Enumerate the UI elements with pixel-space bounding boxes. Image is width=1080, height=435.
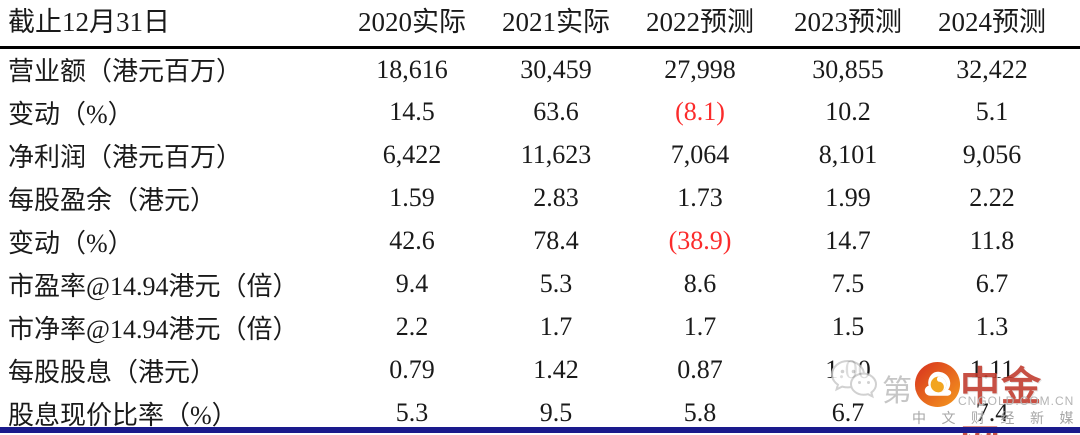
table-cell: 14.5 xyxy=(389,97,435,126)
table-cell: 1.7 xyxy=(683,312,717,341)
table-cell: 30,855 xyxy=(812,54,884,84)
header-2023-forecast: 2023预测 xyxy=(774,0,922,49)
table-cell: 5.1 xyxy=(975,97,1009,126)
table-cell: 11.8 xyxy=(969,226,1015,255)
header-row: 截止12月31日 2020实际 2021实际 2022预测 2023预测 202… xyxy=(0,0,1080,49)
table-cell: 6.7 xyxy=(831,398,865,427)
table-cell: 9,056 xyxy=(962,140,1022,169)
row-label: 营业额（港元百万） xyxy=(8,57,243,87)
row-label: 变动（%） xyxy=(8,99,134,129)
table-cell: 1.7 xyxy=(539,312,573,341)
table-cell: 1.59 xyxy=(389,183,435,212)
table-cell: 18,616 xyxy=(376,54,448,84)
bottom-divider-bar xyxy=(0,427,1080,433)
table-cell: 1.42 xyxy=(533,355,579,384)
table-cell: 7,064 xyxy=(670,140,730,169)
header-2024-forecast: 2024预测 xyxy=(922,0,1080,49)
table-cell: 1.00 xyxy=(825,355,871,384)
table-cell: 0.79 xyxy=(389,355,435,384)
table-row-dividend-per-share: 每股股息（港元） 0.79 1.42 0.87 1.00 1.11 xyxy=(0,349,1080,392)
row-label: 市净率@14.94港元（倍） xyxy=(8,314,299,344)
table-cell: 9.4 xyxy=(395,269,429,298)
table-cell: 2.22 xyxy=(969,183,1015,212)
table-cell: 6,422 xyxy=(382,140,442,169)
row-label: 市盈率@14.94港元（倍） xyxy=(8,271,299,301)
table-cell: 0.87 xyxy=(677,355,723,384)
table-cell: 5.3 xyxy=(395,398,429,427)
table-cell: 30,459 xyxy=(520,54,592,84)
header-2020-actual: 2020实际 xyxy=(338,0,486,49)
table-cell: 11,623 xyxy=(520,140,592,169)
table-cell: 2.2 xyxy=(395,312,429,341)
table-cell: 10.2 xyxy=(825,97,871,126)
table-row-pe-ratio: 市盈率@14.94港元（倍） 9.4 5.3 8.6 7.5 6.7 xyxy=(0,263,1080,306)
row-label: 每股盈余（港元） xyxy=(8,185,217,215)
table-cell: 1.73 xyxy=(677,183,723,212)
table-cell: 8.6 xyxy=(683,269,717,298)
table-cell: 1.99 xyxy=(825,183,871,212)
header-2021-actual: 2021实际 xyxy=(486,0,626,49)
row-label: 股息现价比率（%） xyxy=(8,400,238,430)
table-cell: 27,998 xyxy=(664,54,736,84)
table-header: 截止12月31日 2020实际 2021实际 2022预测 2023预测 202… xyxy=(0,0,1080,49)
header-2022-forecast: 2022预测 xyxy=(626,0,774,49)
table-cell: 9.5 xyxy=(539,398,573,427)
row-label: 净利润（港元百万） xyxy=(8,142,243,172)
table-cell: 42.6 xyxy=(389,226,435,255)
table-cell: 7.5 xyxy=(831,269,865,298)
table-cell: 14.7 xyxy=(825,226,871,255)
table-row-revenue: 营业额（港元百万） 18,616 30,459 27,998 30,855 32… xyxy=(0,48,1080,91)
table-row-eps: 每股盈余（港元） 1.59 2.83 1.73 1.99 2.22 xyxy=(0,177,1080,220)
table-cell: 63.6 xyxy=(533,97,579,126)
table-cell: 8,101 xyxy=(818,140,878,169)
table-cell: 6.7 xyxy=(975,269,1009,298)
table-cell: 1.3 xyxy=(975,312,1009,341)
table-cell: 1.5 xyxy=(831,312,865,341)
table-cell: 5.8 xyxy=(683,398,717,427)
table-cell: 5.3 xyxy=(539,269,573,298)
table-row-revenue-change: 变动（%） 14.5 63.6 (8.1) 10.2 5.1 xyxy=(0,91,1080,134)
table-row-dividend-yield: 股息现价比率（%） 5.3 9.5 5.8 6.7 7.4 xyxy=(0,392,1080,435)
table-row-eps-change: 变动（%） 42.6 78.4 (38.9) 14.7 11.8 xyxy=(0,220,1080,263)
table-cell-negative: (8.1) xyxy=(675,97,725,126)
row-label: 变动（%） xyxy=(8,228,134,258)
table-cell: 32,422 xyxy=(956,54,1028,84)
table-cell-negative: (38.9) xyxy=(668,226,732,255)
table-cell: 78.4 xyxy=(533,226,579,255)
table-row-pb-ratio: 市净率@14.94港元（倍） 2.2 1.7 1.7 1.5 1.3 xyxy=(0,306,1080,349)
header-date-label: 截止12月31日 xyxy=(0,0,338,49)
table-row-net-profit: 净利润（港元百万） 6,422 11,623 7,064 8,101 9,056 xyxy=(0,134,1080,177)
table-cell: 2.83 xyxy=(533,183,579,212)
table-cell: 7.4 xyxy=(975,398,1009,427)
table-cell: 1.11 xyxy=(969,355,1015,384)
row-label: 每股股息（港元） xyxy=(8,357,217,387)
